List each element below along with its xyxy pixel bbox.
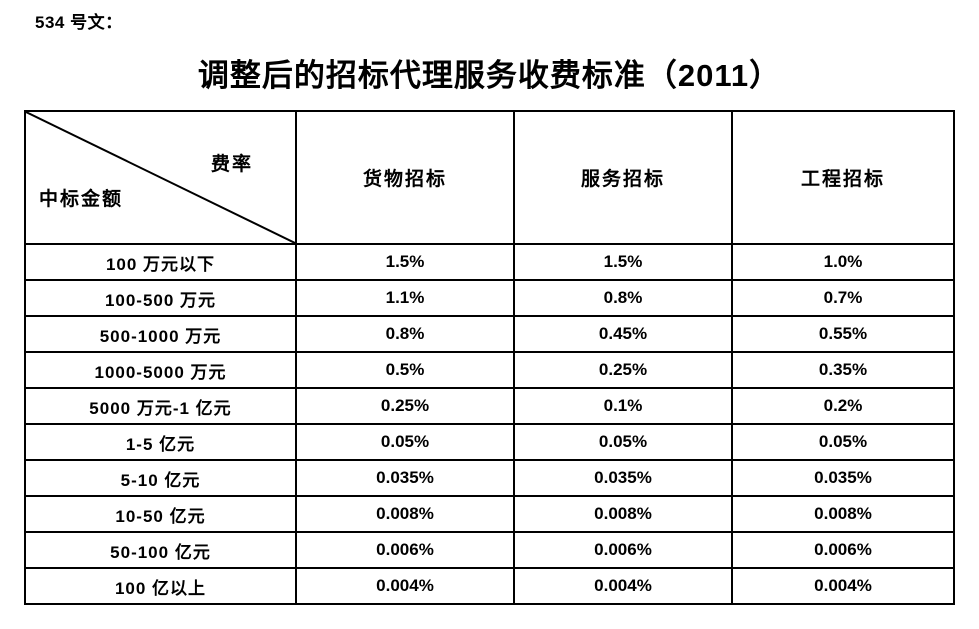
- rate-cell-engineering: 0.55%: [731, 315, 955, 353]
- table-row: 10-50 亿元 0.008% 0.008% 0.008%: [24, 495, 955, 533]
- header-row: 费率 中标金额 货物招标 服务招标 工程招标: [24, 110, 955, 245]
- rate-cell-service: 0.45%: [513, 315, 733, 353]
- rate-cell-goods: 1.1%: [295, 279, 515, 317]
- page-title: 调整后的招标代理服务收费标准（2011）: [197, 58, 782, 93]
- rate-cell-engineering: 1.0%: [731, 243, 955, 281]
- rate-cell-engineering: 0.035%: [731, 459, 955, 497]
- fee-table: 费率 中标金额 货物招标 服务招标 工程招标 100 万元以下 1.5% 1.5…: [24, 110, 955, 605]
- table-body: 100 万元以下 1.5% 1.5% 1.0% 100-500 万元 1.1% …: [24, 243, 955, 605]
- rate-cell-service: 0.004%: [513, 567, 733, 605]
- rate-cell-goods: 0.004%: [295, 567, 515, 605]
- rate-cell-service: 0.006%: [513, 531, 733, 569]
- rate-cell-service: 0.008%: [513, 495, 733, 533]
- doc-ref-label: 534 号文：: [35, 13, 123, 32]
- row-label: 10-50 亿元: [24, 495, 297, 533]
- corner-header-cell: 费率 中标金额: [24, 110, 297, 245]
- rate-cell-goods: 0.035%: [295, 459, 515, 497]
- row-label: 5-10 亿元: [24, 459, 297, 497]
- rate-cell-engineering: 0.7%: [731, 279, 955, 317]
- row-label: 100-500 万元: [24, 279, 297, 317]
- rate-cell-service: 0.25%: [513, 351, 733, 389]
- table-row: 100-500 万元 1.1% 0.8% 0.7%: [24, 279, 955, 317]
- rate-cell-goods: 1.5%: [295, 243, 515, 281]
- table-row: 5000 万元-1 亿元 0.25% 0.1% 0.2%: [24, 387, 955, 425]
- row-label: 100 亿以上: [24, 567, 297, 605]
- table-row: 100 亿以上 0.004% 0.004% 0.004%: [24, 567, 955, 605]
- rate-cell-service: 0.8%: [513, 279, 733, 317]
- row-label: 1-5 亿元: [24, 423, 297, 461]
- corner-label-rate: 费率: [210, 154, 253, 175]
- rate-cell-service: 1.5%: [513, 243, 733, 281]
- column-header-goods: 货物招标: [295, 110, 515, 245]
- rate-cell-service: 0.1%: [513, 387, 733, 425]
- rate-cell-service: 0.035%: [513, 459, 733, 497]
- column-header-engineering: 工程招标: [731, 110, 955, 245]
- row-label: 100 万元以下: [24, 243, 297, 281]
- rate-cell-goods: 0.25%: [295, 387, 515, 425]
- rate-cell-goods: 0.5%: [295, 351, 515, 389]
- rate-cell-goods: 0.008%: [295, 495, 515, 533]
- row-label: 5000 万元-1 亿元: [24, 387, 297, 425]
- rate-cell-engineering: 0.2%: [731, 387, 955, 425]
- corner-label-amount: 中标金额: [39, 189, 124, 210]
- rate-cell-service: 0.05%: [513, 423, 733, 461]
- rate-cell-engineering: 0.006%: [731, 531, 955, 569]
- row-label: 1000-5000 万元: [24, 351, 297, 389]
- table-row: 1000-5000 万元 0.5% 0.25% 0.35%: [24, 351, 955, 389]
- table-row: 100 万元以下 1.5% 1.5% 1.0%: [24, 243, 955, 281]
- column-header-service: 服务招标: [513, 110, 733, 245]
- table-row: 1-5 亿元 0.05% 0.05% 0.05%: [24, 423, 955, 461]
- rate-cell-goods: 0.8%: [295, 315, 515, 353]
- rate-cell-goods: 0.05%: [295, 423, 515, 461]
- rate-cell-engineering: 0.004%: [731, 567, 955, 605]
- table-row: 5-10 亿元 0.035% 0.035% 0.035%: [24, 459, 955, 497]
- row-label: 500-1000 万元: [24, 315, 297, 353]
- row-label: 50-100 亿元: [24, 531, 297, 569]
- rate-cell-goods: 0.006%: [295, 531, 515, 569]
- diagonal-line-icon: [26, 112, 295, 243]
- table-row: 500-1000 万元 0.8% 0.45% 0.55%: [24, 315, 955, 353]
- rate-cell-engineering: 0.35%: [731, 351, 955, 389]
- rate-cell-engineering: 0.008%: [731, 495, 955, 533]
- table-row: 50-100 亿元 0.006% 0.006% 0.006%: [24, 531, 955, 569]
- rate-cell-engineering: 0.05%: [731, 423, 955, 461]
